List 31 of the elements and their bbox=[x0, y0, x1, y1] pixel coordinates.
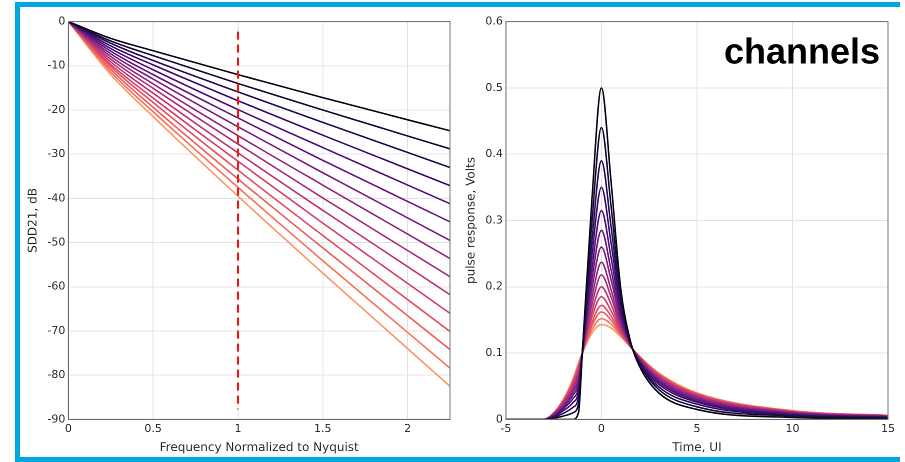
y-axis-title: SDD21, dB bbox=[25, 188, 40, 253]
x-tick-label: 1 bbox=[234, 422, 242, 435]
y-tick-label: 0.3 bbox=[485, 213, 503, 226]
x-tick-label: 2 bbox=[404, 422, 412, 435]
y-tick-label: 0.4 bbox=[485, 147, 503, 160]
y-tick-label: -10 bbox=[47, 58, 66, 72]
y-tick-label: 0.5 bbox=[485, 80, 503, 94]
x-tick-label: 10 bbox=[785, 422, 800, 435]
x-axis-title: Time, UI bbox=[671, 440, 722, 454]
y-tick-label: 0 bbox=[58, 14, 66, 28]
x-tick-label: 0.5 bbox=[144, 422, 162, 435]
y-tick-label: -20 bbox=[47, 102, 66, 116]
y-tick-label: -90 bbox=[47, 412, 66, 426]
y-tick-label: -50 bbox=[47, 235, 66, 248]
x-tick-label: 15 bbox=[881, 422, 895, 435]
x-tick-label: 1.5 bbox=[314, 422, 332, 435]
x-tick-label: 5 bbox=[693, 422, 700, 435]
x-tick-label: -5 bbox=[500, 422, 512, 435]
y-tick-label: -60 bbox=[47, 280, 66, 293]
y-axis-title: pulse response, Volts bbox=[463, 156, 478, 284]
y-tick-label: 0.6 bbox=[485, 14, 503, 28]
x-axis-title: Frequency Normalized to Nyquist bbox=[160, 440, 360, 454]
y-tick-label: -30 bbox=[47, 147, 66, 160]
annotation: channels bbox=[724, 30, 880, 72]
y-tick-label: 0 bbox=[496, 412, 503, 426]
y-tick-label: -70 bbox=[47, 324, 66, 337]
y-tick-label: -80 bbox=[47, 368, 66, 382]
y-tick-label: 0.2 bbox=[485, 280, 503, 293]
y-tick-label: 0.1 bbox=[485, 346, 503, 359]
y-tick-label: -40 bbox=[47, 191, 66, 204]
x-tick-label: 0 bbox=[598, 422, 605, 435]
